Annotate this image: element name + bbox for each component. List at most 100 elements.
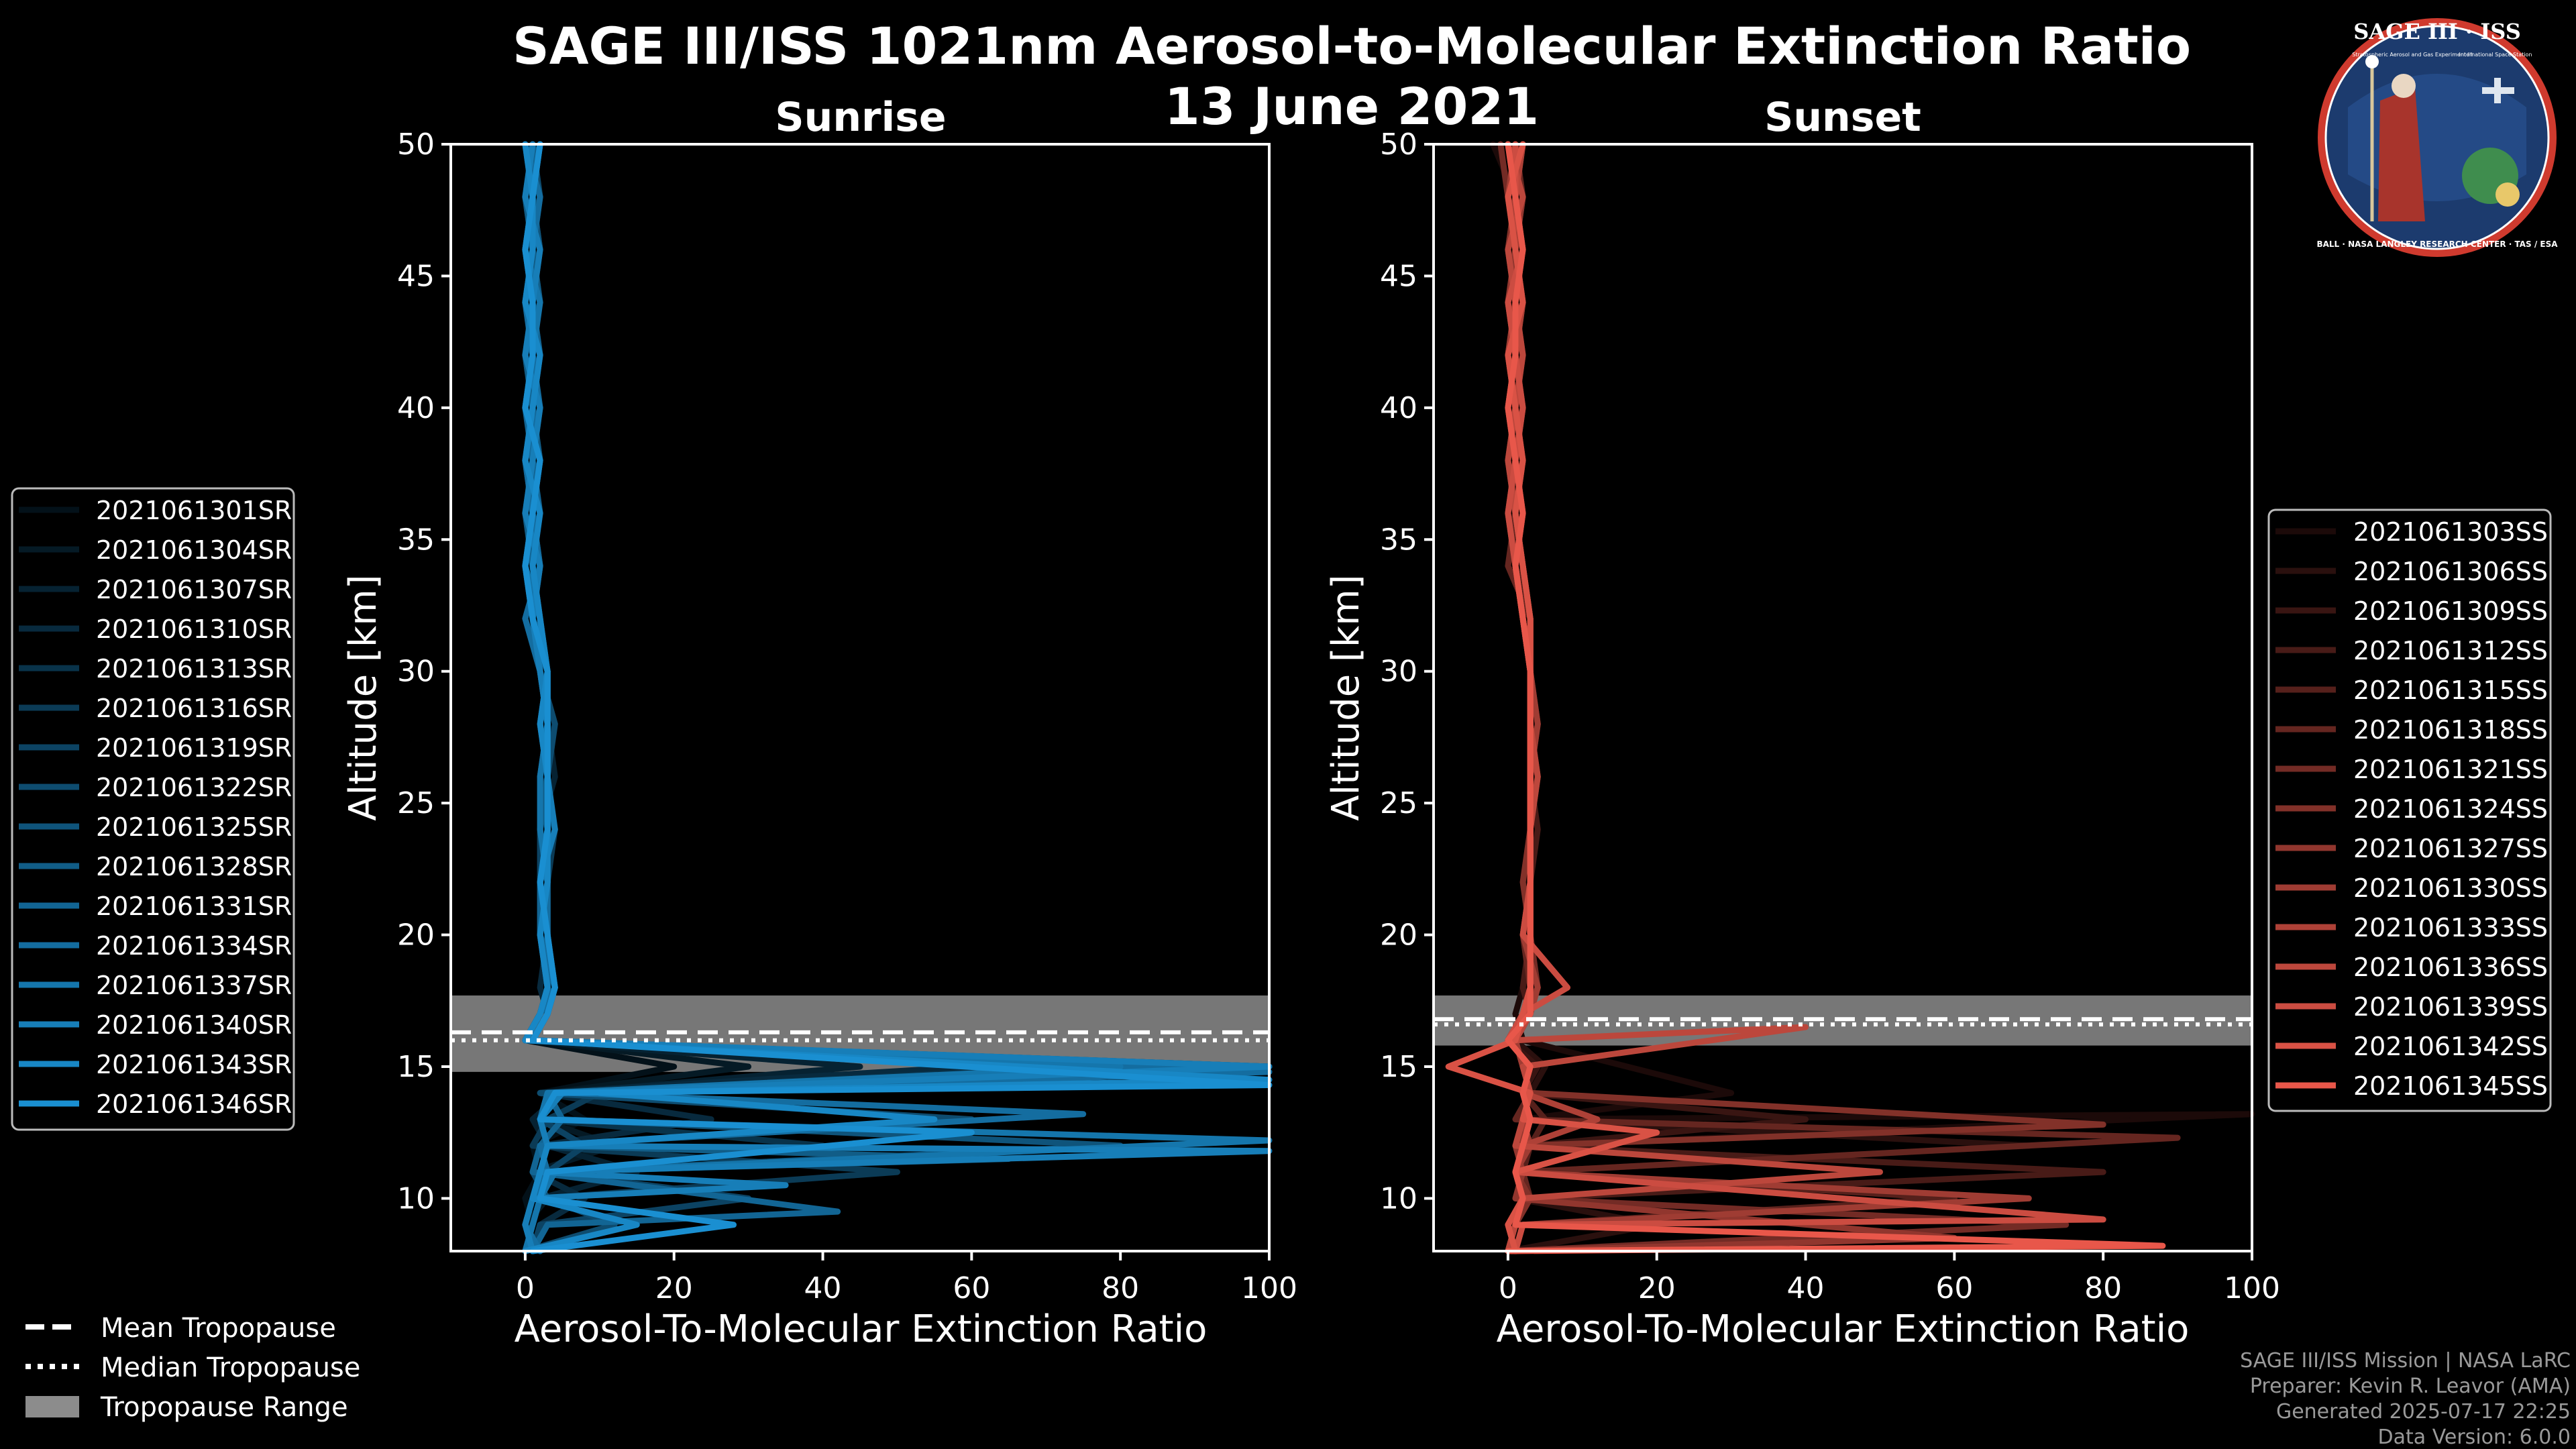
x-tick-label: 100 <box>2224 1271 2280 1305</box>
sunrise-legend-items: 2021061301SR 2021061304SR 2021061307SR 2021… <box>19 496 292 1119</box>
sunrise-ylabel: Altitude [km] <box>341 574 385 820</box>
legend-label: 2021061316SR <box>96 694 292 723</box>
legend-label: 2021061324SS <box>2353 794 2548 824</box>
x-tick-label: 80 <box>2084 1271 2122 1305</box>
legend-label: 2021061306SS <box>2353 557 2548 586</box>
sunset-profiles <box>1445 141 2255 1254</box>
y-tick-label: 50 <box>1380 127 1417 162</box>
y-tick-label: 45 <box>397 259 435 293</box>
legend-label: 2021061325SR <box>96 812 292 842</box>
legend-label: 2021061307SR <box>96 575 292 604</box>
legend-label: 2021061319SR <box>96 733 292 763</box>
sunrise-legend-box <box>11 487 295 1131</box>
badge-name: SAGE III · ISS <box>2353 19 2521 44</box>
sunset-legend: 2021061303SS 2021061306SS 2021061309SS 2021… <box>2267 508 2552 1112</box>
sunset-legend-box <box>2267 508 2552 1112</box>
legend-label: 2021061327SS <box>2353 834 2548 863</box>
legend-label: 2021061312SS <box>2353 636 2548 665</box>
y-tick-label: 15 <box>1380 1050 1417 1084</box>
credits-mission: SAGE III/ISS Mission | NASA LaRC <box>2240 1349 2571 1373</box>
sunrise-axes-frame <box>449 143 1271 1252</box>
legend-label: 2021061330SS <box>2353 873 2548 903</box>
y-tick-label: 25 <box>397 786 435 820</box>
median-tropopause-legend-label: Median Tropopause <box>101 1352 360 1383</box>
x-tick-label: 0 <box>516 1271 535 1305</box>
sunrise-x-ticks: 0 20 40 60 80 100 <box>516 1251 1297 1305</box>
x-tick-label: 40 <box>804 1271 842 1305</box>
x-tick-label: 20 <box>1638 1271 1676 1305</box>
sunrise-xlabel: Aerosol-To-Molecular Extinction Ratio <box>515 1307 1208 1351</box>
sunset-ylabel: Altitude [km] <box>1324 574 1368 820</box>
y-tick-label: 35 <box>1380 523 1417 557</box>
y-tick-label: 45 <box>1380 259 1417 293</box>
sunset-xlabel: Aerosol-To-Molecular Extinction Ratio <box>1497 1307 2190 1351</box>
sage-mission-badge: SAGE III · ISS Stratospheric Aerosol and… <box>2316 18 2558 257</box>
y-tick-label: 20 <box>1380 918 1417 953</box>
y-tick-label: 30 <box>397 655 435 689</box>
y-tick-label: 30 <box>1380 655 1417 689</box>
y-tick-label: 15 <box>397 1050 435 1084</box>
legend-label: 2021061318SS <box>2353 715 2548 745</box>
legend-label: 2021061336SS <box>2353 953 2548 982</box>
legend-label: 2021061310SR <box>96 614 292 644</box>
x-tick-label: 80 <box>1102 1271 1139 1305</box>
wizard-head-icon <box>2392 74 2416 98</box>
wizard-figure-icon <box>2378 87 2425 221</box>
badge-subtitle-left: Stratospheric Aerosol and Gas Experiment… <box>2352 52 2472 58</box>
main-date: 13 June 2021 <box>1165 76 1539 136</box>
tropopause-range-legend-swatch <box>25 1396 79 1417</box>
legend-label: 2021061313SR <box>96 654 292 684</box>
credits-preparer: Preparer: Kevin R. Leavor (AMA) <box>2250 1375 2571 1398</box>
profile-line-2021061345SS <box>1505 141 2166 1254</box>
y-tick-label: 10 <box>397 1181 435 1216</box>
sunset-legend-items: 2021061303SS 2021061306SS 2021061309SS 2021… <box>2275 517 2548 1101</box>
sun-icon <box>2496 182 2520 207</box>
sunrise-y-ticks: 10 15 20 25 30 35 40 45 50 <box>397 127 451 1216</box>
legend-label: 2021061340SR <box>96 1010 292 1040</box>
credits-generated: Generated 2025-07-17 22:25 <box>2276 1400 2571 1424</box>
legend-label: 2021061315SS <box>2353 676 2548 705</box>
sunrise-legend: 2021061301SR 2021061304SR 2021061307SR 2021… <box>11 487 295 1131</box>
staff-orb-icon <box>2365 55 2379 68</box>
sunset-x-ticks: 0 20 40 60 80 100 <box>1499 1251 2280 1305</box>
legend-label: 2021061343SR <box>96 1050 292 1079</box>
legend-label: 2021061309SS <box>2353 596 2548 626</box>
legend-label: 2021061334SR <box>96 931 292 961</box>
legend-label: 2021061333SS <box>2353 913 2548 943</box>
y-tick-label: 10 <box>1380 1181 1417 1216</box>
tropopause-legend: Mean Tropopause Median Tropopause Tropop… <box>25 1313 360 1423</box>
legend-label: 2021061322SR <box>96 773 292 802</box>
credits-data-version: Data Version: 6.0.0 <box>2378 1426 2571 1449</box>
y-tick-label: 50 <box>397 127 435 162</box>
legend-label: 2021061345SS <box>2353 1071 2548 1101</box>
legend-label: 2021061304SR <box>96 535 292 565</box>
x-tick-label: 0 <box>1499 1271 1517 1305</box>
y-tick-label: 20 <box>397 918 435 953</box>
legend-label: 2021061303SS <box>2353 517 2548 547</box>
badge-rim <box>2324 25 2550 250</box>
sunrise-panel: Sunrise 0 20 40 60 80 100 101520253035404550 … <box>341 94 1297 1351</box>
sunset-title: Sunset <box>1764 94 1921 141</box>
legend-label: 2021061331SR <box>96 892 292 921</box>
sunset-axes-frame <box>1432 143 2253 1252</box>
legend-label: 2021061337SR <box>96 971 292 1000</box>
legend-label: 2021061346SR <box>96 1089 292 1119</box>
legend-label: 2021061321SS <box>2353 755 2548 784</box>
badge-ring-text: BALL · NASA LANGLEY RESEARCH CENTER · TA… <box>2316 239 2558 249</box>
legend-label: 2021061301SR <box>96 496 292 525</box>
x-tick-label: 60 <box>1935 1271 1973 1305</box>
credits: SAGE III/ISS Mission | NASA LaRC Prepare… <box>2240 1349 2571 1449</box>
legend-label: 2021061339SS <box>2353 992 2548 1022</box>
main-title: SAGE III/ISS 1021nm Aerosol-to-Molecular… <box>513 16 2191 76</box>
iss-panel-icon <box>2494 78 2501 103</box>
badge-subtitle-right: International Space Station <box>2459 52 2532 58</box>
sunrise-profiles <box>522 141 1273 1254</box>
y-tick-label: 40 <box>1380 391 1417 425</box>
x-tick-label: 20 <box>655 1271 693 1305</box>
sunset-y-ticks: 10 15 20 25 30 35 40 45 50 <box>1380 127 1434 1216</box>
legend-label: 2021061342SS <box>2353 1032 2548 1061</box>
y-tick-label: 25 <box>1380 786 1417 820</box>
y-tick-label: 40 <box>397 391 435 425</box>
sunrise-title: Sunrise <box>775 94 946 141</box>
